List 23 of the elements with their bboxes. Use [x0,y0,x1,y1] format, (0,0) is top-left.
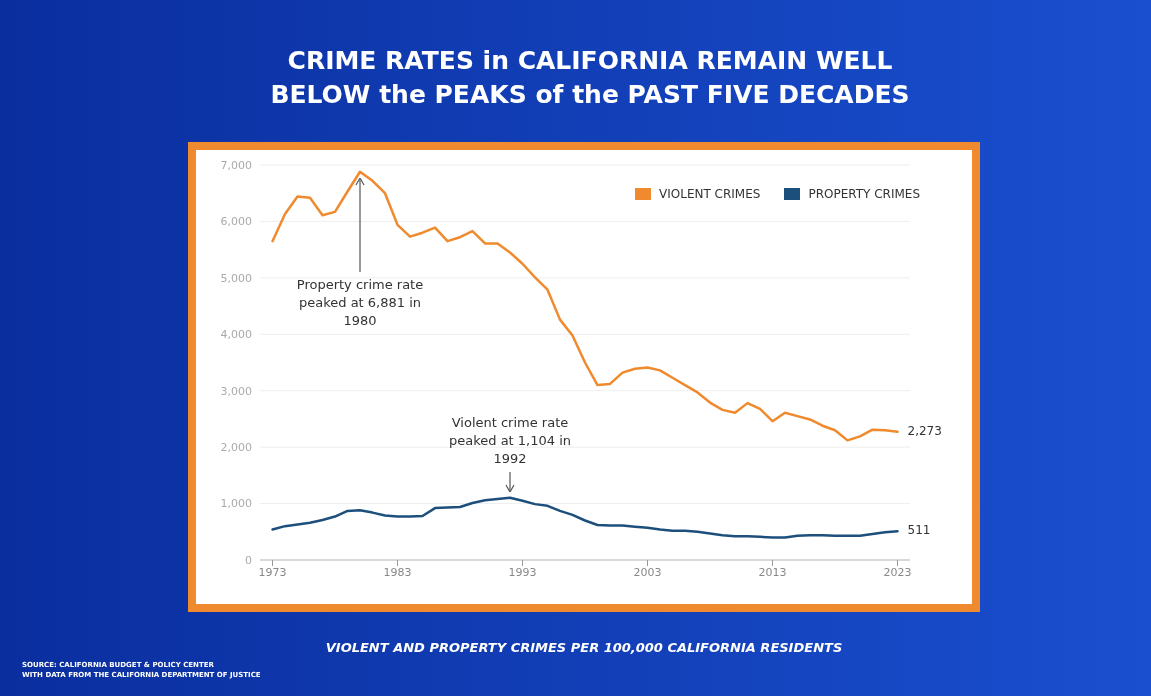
x-axis-title: VIOLENT AND PROPERTY CRIMES PER 100,000 CALIFORNIA RESIDENTS [324,640,844,655]
annotation: 511 [907,523,931,538]
y-tick-label: 6,000 [220,215,252,229]
y-tick-label: 7,000 [220,158,252,172]
annotation: 2,273 [907,423,942,438]
x-tick-label: 1973 [258,565,287,579]
y-tick-label: 1,000 [220,497,252,511]
x-tick-label: 1993 [508,565,537,579]
annotation: Violent crime rate peaked at 1,104 in 1992 [447,413,573,468]
legend-label: VIOLENT CRIMES [659,187,761,201]
line-series [271,496,899,539]
x-tick-label: 2013 [758,565,787,579]
annotation: Property crime rate peaked at 6,881 in 1980 [295,275,425,330]
x-tick-label: 1983 [383,565,412,579]
y-tick-label: 2,000 [220,441,252,455]
y-tick-label: 3,000 [220,384,252,398]
legend-label: PROPERTY CRIMES [808,187,920,201]
y-tick-label: 0 [245,553,252,567]
chart-title: CRIME RATES in CALIFORNIA REMAIN WELL BELOW the PEAKS of the PAST FIVE DECADES [269,45,911,111]
x-tick-label: 2003 [633,565,662,579]
y-tick-label: 5,000 [220,271,252,285]
y-tick-label: 4,000 [220,328,252,342]
x-tick-label: 2023 [883,565,912,579]
